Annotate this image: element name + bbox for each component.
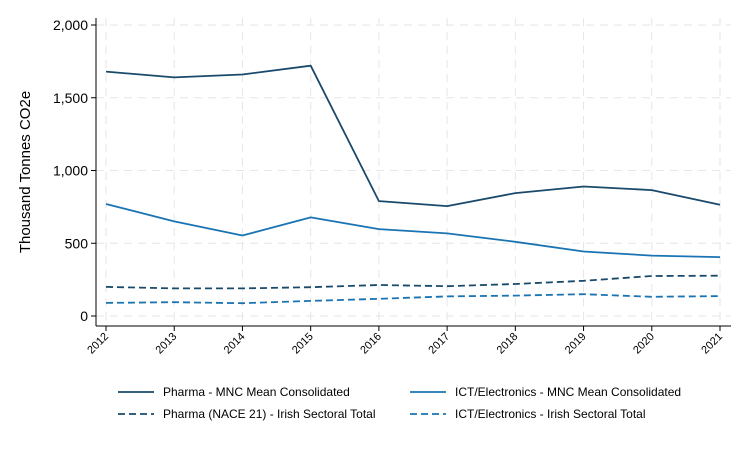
x-tick-label: 2013	[154, 331, 180, 357]
y-ticks: 0 500 1,000 1,500 2,000	[53, 17, 96, 324]
x-tick-label: 2014	[222, 331, 248, 357]
legend-item: ICT/Electronics - MNC Mean Consolidated	[410, 385, 681, 399]
series	[105, 64, 721, 305]
legend-item: Pharma - MNC Mean Consolidated	[118, 385, 350, 399]
x-tick-label: 2017	[426, 331, 452, 357]
series-line	[105, 203, 721, 258]
x-tick-label: 2020	[631, 331, 657, 357]
y-tick-label: 2,000	[53, 17, 88, 33]
legend-item: Pharma (NACE 21) - Irish Sectoral Total	[118, 407, 376, 421]
x-tick-label: 2012	[85, 331, 111, 357]
y-tick-label: 1,500	[53, 90, 88, 106]
y-axis-title: Thousand Tonnes CO2e	[17, 91, 34, 253]
y-tick-label: 0	[80, 308, 88, 324]
axes	[95, 18, 731, 327]
x-tick-label: 2021	[699, 331, 725, 357]
x-tick-label: 2019	[563, 331, 589, 357]
legend-label: Pharma - MNC Mean Consolidated	[163, 385, 350, 399]
legend-item: ICT/Electronics - Irish Sectoral Total	[410, 407, 646, 421]
series-line	[105, 274, 721, 290]
x-tick-label: 2015	[290, 331, 316, 357]
legend-label: Pharma (NACE 21) - Irish Sectoral Total	[163, 407, 376, 421]
series-line	[105, 293, 721, 305]
y-tick-label: 500	[65, 235, 89, 251]
x-tick-label: 2018	[495, 331, 521, 357]
gridlines	[96, 18, 731, 326]
legend: Pharma - MNC Mean Consolidated ICT/Electr…	[118, 385, 681, 421]
legend-label: ICT/Electronics - Irish Sectoral Total	[455, 407, 646, 421]
y-tick-label: 1,000	[53, 163, 88, 179]
x-tick-label: 2016	[358, 331, 384, 357]
legend-label: ICT/Electronics - MNC Mean Consolidated	[455, 385, 681, 399]
series-line	[105, 64, 721, 208]
x-ticks: 2012 2013 2014 2015 2016 2017 2018 2019 2020 2021	[85, 326, 725, 356]
